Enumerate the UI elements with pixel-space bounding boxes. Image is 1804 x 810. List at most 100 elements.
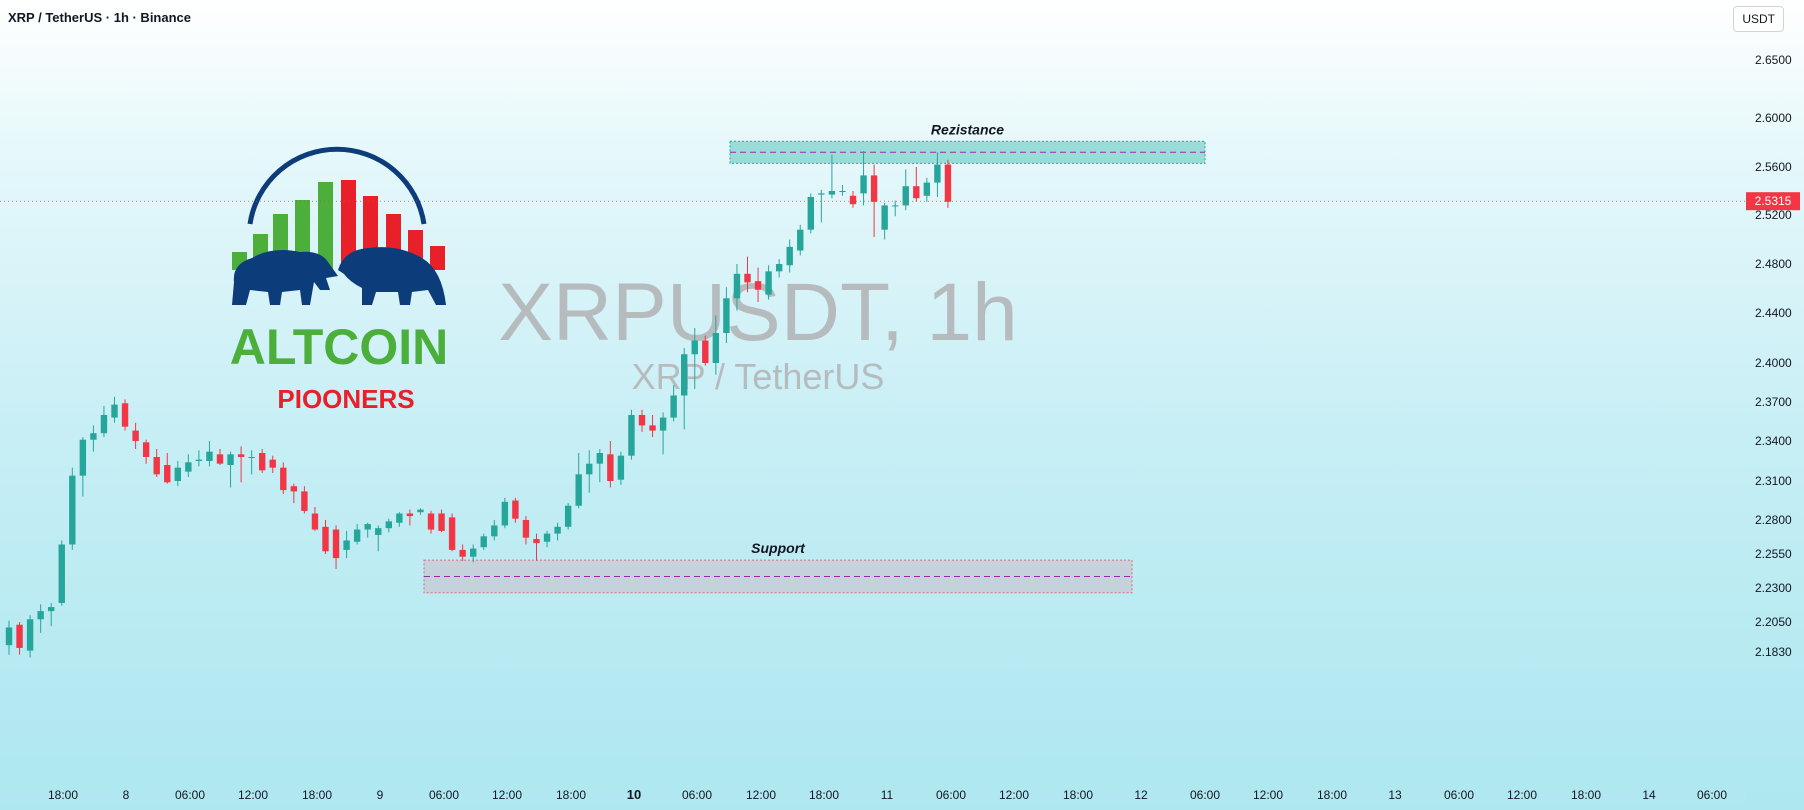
candle-body <box>406 513 414 517</box>
candle-body <box>459 549 466 557</box>
candle-body <box>311 513 319 530</box>
altcoin-pioneers-logo: ALTCOIN PIOONERS <box>230 146 448 414</box>
candle <box>58 540 65 606</box>
price-axis: 2.6500 2.6000 2.5600 2.5200 2.4800 2.4400 2.40… <box>1755 53 1792 659</box>
candle-body <box>248 457 255 458</box>
candle <box>512 497 519 523</box>
logo-text-altcoin: ALTCOIN <box>230 319 448 375</box>
candle-body <box>269 459 276 468</box>
candle <box>902 169 909 211</box>
candle-body <box>754 281 762 290</box>
time-tick-label: 06:00 <box>429 788 459 802</box>
candle <box>786 239 793 273</box>
candle <box>564 503 572 530</box>
candle <box>322 520 329 554</box>
candle <box>691 328 698 389</box>
candle-body <box>522 520 530 538</box>
candle-body <box>828 191 836 195</box>
candle-body <box>512 500 519 519</box>
candle <box>459 544 466 561</box>
candle <box>48 602 55 627</box>
candle <box>617 451 625 485</box>
candle <box>480 533 487 550</box>
candle <box>712 315 720 375</box>
candle-body <box>37 611 44 620</box>
candle-body <box>533 539 540 544</box>
candle <box>638 409 646 432</box>
candle-body <box>849 195 857 205</box>
candle-body <box>596 453 603 464</box>
candle <box>533 533 540 561</box>
logo-text-pioneers: PIOONERS <box>277 384 414 414</box>
candle <box>385 518 392 533</box>
candle-body <box>195 459 203 461</box>
candle <box>132 422 139 449</box>
candle <box>195 450 203 467</box>
candle-body <box>174 467 181 481</box>
time-tick-label: 18:00 <box>1063 788 1093 802</box>
candle <box>723 287 730 343</box>
price-tick-label: 2.4000 <box>1755 356 1792 370</box>
rezistance-label: Rezistance <box>931 121 1004 137</box>
candle <box>543 530 551 548</box>
candle-body <box>818 193 825 195</box>
price-tick-label: 2.5600 <box>1755 160 1792 174</box>
time-tick-label: 06:00 <box>682 788 712 802</box>
time-tick-label: 18:00 <box>48 788 78 802</box>
candle <box>111 396 118 423</box>
candle <box>269 455 276 473</box>
symbol-header[interactable]: XRP / TetherUS · 1h · Binance <box>8 10 192 25</box>
time-tick-label: 12:00 <box>999 788 1029 802</box>
candle-body <box>396 513 403 523</box>
candle-body <box>564 505 572 527</box>
time-tick-label: 18:00 <box>809 788 839 802</box>
time-tick-label: 14 <box>1642 788 1656 802</box>
candle-body <box>691 340 698 355</box>
candle-body <box>712 333 720 363</box>
candle-body <box>385 521 392 529</box>
candle <box>90 425 97 452</box>
candle <box>153 449 160 477</box>
time-tick-label: 06:00 <box>1697 788 1727 802</box>
candle <box>164 453 171 484</box>
candle <box>554 522 561 541</box>
candle-body <box>617 455 625 480</box>
candle-body <box>501 501 509 526</box>
candle <box>121 399 129 431</box>
price-tick-label: 2.3100 <box>1755 474 1792 488</box>
candle <box>174 461 181 487</box>
candle-body <box>913 186 920 199</box>
candle <box>944 159 952 208</box>
candle <box>438 509 445 533</box>
time-axis: 18:00 8 06:00 12:00 18:00 9 06:00 12:00 18:00 10 0… <box>0 779 1746 810</box>
candle-body <box>227 454 234 465</box>
rezistance-zone <box>729 140 1206 164</box>
candle-body <box>765 271 772 295</box>
time-tick-label: 06:00 <box>175 788 205 802</box>
watermark-subtitle: XRP / TetherUS <box>632 356 885 397</box>
candle-body <box>670 395 677 418</box>
candle-body <box>480 536 487 548</box>
candles <box>5 151 952 658</box>
candle <box>881 203 888 240</box>
currency-button[interactable]: USDT <box>1733 6 1784 32</box>
candle-body <box>870 175 878 202</box>
candle <box>596 449 603 483</box>
candle-body <box>775 264 783 272</box>
candle-body <box>185 462 192 472</box>
price-tick-label: 2.2050 <box>1755 615 1792 629</box>
candle <box>206 441 213 467</box>
logo-arc-icon <box>247 146 427 225</box>
price-tick-label: 2.4400 <box>1755 306 1792 320</box>
candle-body <box>575 474 582 506</box>
candle-body <box>427 513 435 530</box>
candle-body <box>100 415 108 434</box>
bear-icon <box>338 247 446 305</box>
candle-body <box>364 524 371 530</box>
logo-bar-icon <box>341 180 356 270</box>
candle <box>332 525 340 569</box>
time-tick-label: 12:00 <box>1507 788 1537 802</box>
time-tick-label: 10 <box>627 787 641 802</box>
price-tick-label: 2.2800 <box>1755 513 1792 527</box>
